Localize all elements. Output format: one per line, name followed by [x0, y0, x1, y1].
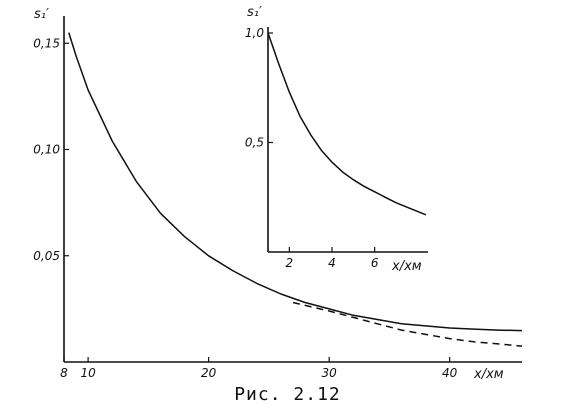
main-y-tick-label: 0,10 — [33, 143, 60, 157]
inset-x-tick-label: 6 — [371, 256, 379, 270]
inset-series-solid-line — [267, 32, 427, 216]
inset-x-tick-label: 4 — [328, 256, 336, 270]
main-x-tick-label: 10 — [80, 366, 96, 380]
main-x-tick-label: 8 — [60, 366, 68, 380]
main-x-tick-label: 30 — [322, 366, 338, 380]
inset-x-axis-label: x/xм — [391, 259, 422, 274]
main-x-tick-label: 20 — [201, 366, 217, 380]
main-chart: s₁′ x/xм 8 10 20 30 40 0,15 0,10 0,05 — [33, 7, 523, 382]
main-y-tick-label: 0,05 — [33, 249, 60, 263]
inset-y-tick-label: 0,5 — [245, 136, 264, 150]
inset-y-tick-label: 1,0 — [245, 26, 264, 40]
main-series-dashed-line — [292, 301, 523, 347]
inset-y-axis-label: s₁′ — [247, 5, 262, 20]
inset-chart: s₁′ x/xм 2 4 6 1,0 0,5 — [245, 5, 428, 274]
main-y-axis-label: s₁′ — [34, 7, 49, 22]
main-series-solid-line — [68, 32, 523, 332]
inset-x-tick-label: 2 — [286, 256, 294, 270]
main-x-axis-label: x/xм — [473, 367, 504, 382]
main-x-tick-label: 40 — [442, 366, 458, 380]
figure-caption: Рис. 2.12 — [234, 384, 341, 405]
main-y-tick-label: 0,15 — [33, 36, 60, 50]
